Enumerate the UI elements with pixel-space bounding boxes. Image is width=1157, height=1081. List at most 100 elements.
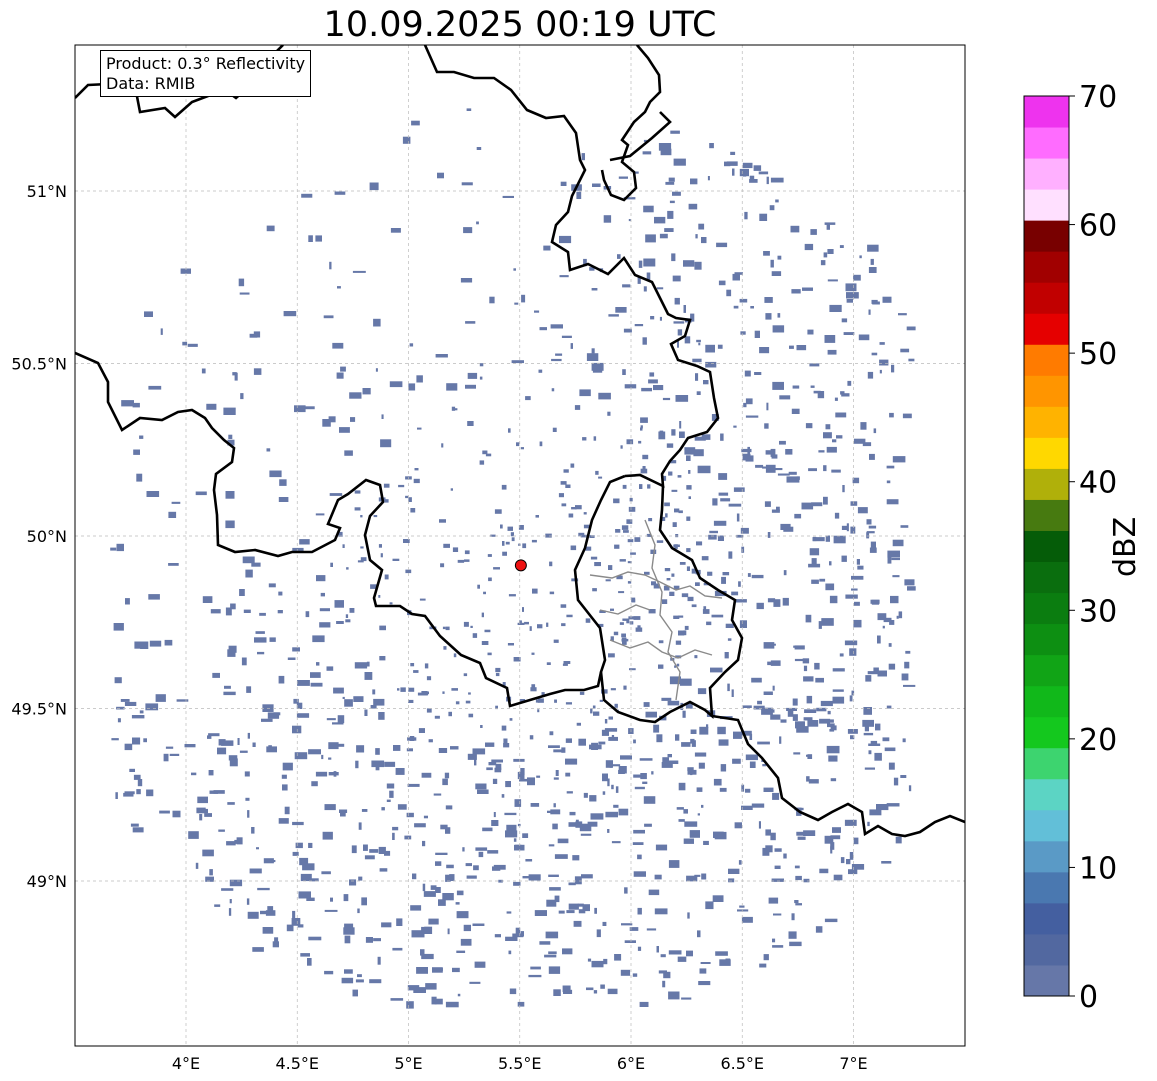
echo-cell (608, 736, 618, 741)
echo-cell (296, 713, 310, 718)
echo-cell (673, 585, 680, 590)
echo-cell (852, 477, 860, 484)
echo-cell (863, 707, 872, 715)
echo-cell (851, 575, 864, 580)
echo-cell (210, 609, 221, 614)
echo-cell (870, 258, 874, 265)
echo-cell (696, 541, 703, 546)
echo-cell (686, 950, 693, 957)
echo-cell (695, 373, 699, 381)
echo-cell (669, 200, 675, 204)
echo-cell (337, 715, 345, 724)
echo-cell (517, 771, 525, 780)
echo-cell (562, 663, 568, 666)
echo-cell (693, 449, 704, 457)
echo-cell (592, 183, 601, 187)
echo-cell (868, 750, 872, 755)
echo-cell (378, 595, 381, 598)
echo-cell (579, 691, 585, 695)
echo-cell (618, 176, 628, 179)
echo-cell (697, 930, 701, 938)
echo-cell (439, 519, 446, 523)
echo-cell (851, 690, 855, 696)
lat-tick-label: 50°N (27, 527, 67, 546)
echo-cell (406, 812, 414, 818)
product-info-box: Product: 0.3° Reflectivity Data: RMIB (100, 50, 312, 97)
echo-cell (298, 891, 311, 899)
echo-cell (765, 450, 772, 455)
echo-cell (575, 819, 579, 827)
echo-cell (568, 903, 579, 910)
echo-cell (794, 900, 799, 904)
echo-cell (845, 283, 857, 292)
echo-cell (544, 954, 557, 958)
echo-cell (407, 783, 420, 787)
echo-cell (732, 758, 741, 764)
echo-cell (168, 511, 177, 518)
echo-cell (705, 344, 715, 353)
echo-cell (481, 612, 484, 618)
echo-cell (445, 874, 451, 882)
echo-cell (603, 958, 608, 965)
echo-cell (519, 620, 522, 624)
echo-cell (681, 742, 691, 747)
echo-cell (197, 796, 208, 804)
echo-cell (485, 742, 495, 747)
echo-cell (844, 640, 858, 646)
echo-cell (791, 289, 801, 294)
echo-cell (706, 621, 712, 626)
echo-cell (607, 411, 611, 416)
echo-cell (407, 985, 420, 991)
echo-cell (773, 599, 781, 607)
echo-cell (297, 680, 310, 686)
echo-cell (745, 398, 753, 405)
echo-cell (858, 334, 870, 341)
echo-cell (344, 699, 353, 707)
echo-cell (741, 546, 745, 553)
echo-cell (236, 837, 243, 845)
echo-cell (445, 827, 451, 834)
echo-cell (751, 677, 762, 683)
echo-cell (668, 991, 680, 1000)
echo-cell (808, 779, 819, 784)
echo-cell (528, 874, 541, 881)
echo-cell (159, 810, 170, 814)
echo-cell (534, 310, 540, 313)
echo-cell (562, 985, 571, 993)
echo-cell (730, 151, 736, 155)
echo-cell (592, 588, 597, 592)
echo-cell (621, 525, 629, 530)
echo-cell (665, 181, 675, 185)
echo-cell (389, 602, 393, 605)
echo-cell (577, 903, 584, 907)
echo-cell (244, 771, 250, 777)
echo-cell (720, 764, 727, 772)
map-title: 10.09.2025 00:19 UTC (323, 5, 717, 45)
colorbar-segment (1024, 313, 1069, 345)
echo-cell (315, 771, 328, 777)
echo-cell (687, 912, 690, 919)
echo-cell (629, 621, 634, 625)
echo-cell (418, 728, 425, 733)
colorbar-tick-label: 50 (1079, 337, 1117, 372)
echo-cell (653, 583, 660, 589)
echo-cell (764, 297, 773, 303)
echo-cell (688, 496, 691, 499)
echo-cell (786, 476, 800, 483)
echo-cell (447, 928, 450, 935)
echo-cell (626, 618, 630, 624)
echo-cell (537, 624, 543, 629)
echo-cell (667, 700, 680, 706)
echo-cell (684, 447, 696, 455)
echo-cell (749, 175, 755, 179)
echo-cell (532, 588, 538, 594)
echo-cell (469, 981, 481, 984)
echo-cell (651, 581, 656, 586)
echo-cell (408, 687, 415, 692)
echo-cell (195, 491, 207, 496)
echo-cell (824, 835, 834, 844)
echo-cell (561, 503, 567, 507)
echo-cell (873, 667, 879, 672)
echo-cell (824, 335, 836, 343)
echo-cell (846, 859, 851, 865)
